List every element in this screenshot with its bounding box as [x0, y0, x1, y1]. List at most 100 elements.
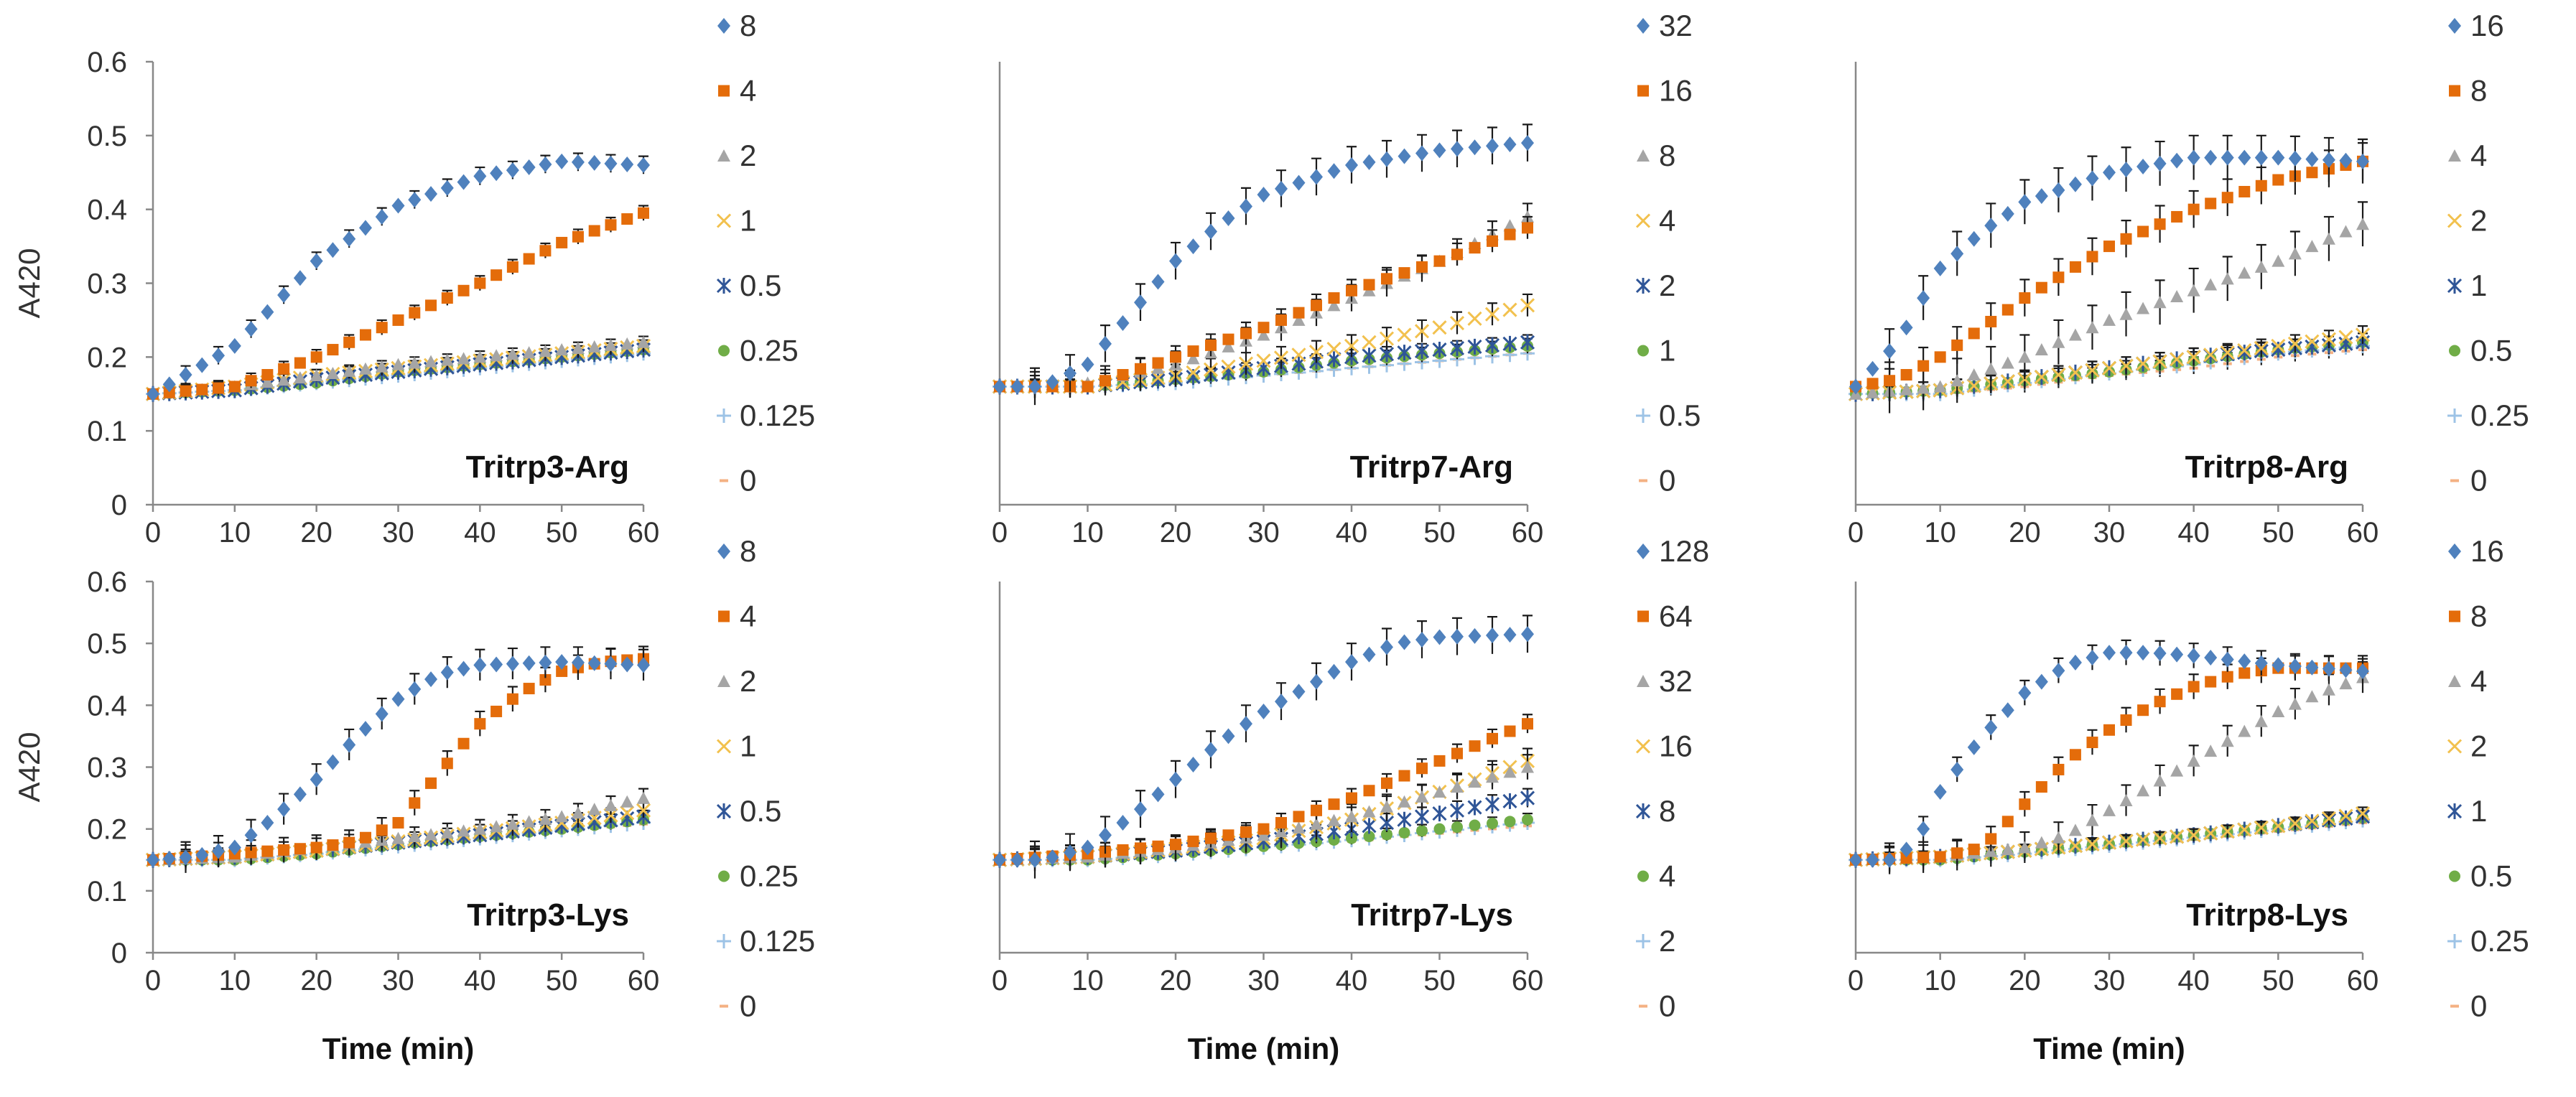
data-point	[1433, 785, 1446, 798]
data-point	[2052, 271, 2065, 284]
data-point	[1951, 339, 1963, 351]
legend-item: 8	[2449, 74, 2487, 108]
data-point	[1328, 834, 1340, 846]
data-point	[375, 360, 389, 373]
y-tick-label: 0.2	[87, 814, 127, 846]
data-point	[2187, 681, 2200, 693]
plot-area	[992, 123, 1535, 406]
data-point	[310, 369, 323, 382]
data-point	[1117, 844, 1129, 856]
legend-marker	[2447, 213, 2463, 228]
data-point	[2086, 649, 2099, 666]
data-point	[555, 654, 569, 671]
data-point	[2000, 374, 2015, 389]
data-point	[1866, 851, 1879, 868]
data-point	[1398, 795, 1411, 808]
data-point	[2018, 194, 2032, 210]
data-point	[1362, 335, 1377, 350]
data-point	[1328, 292, 1340, 304]
data-point	[2238, 667, 2251, 679]
data-point	[2271, 818, 2286, 834]
legend-item: 2	[1635, 269, 1675, 302]
legend-marker	[717, 675, 730, 687]
data-point	[1397, 327, 1412, 342]
data-point	[2203, 826, 2218, 841]
y-tick-label: 0.6	[87, 47, 127, 78]
x-tick-label: 0	[1848, 965, 1864, 996]
data-point	[2339, 225, 2353, 238]
y-tick-label: 0.1	[87, 876, 127, 907]
data-point	[2137, 704, 2149, 716]
data-point	[1398, 826, 1410, 839]
data-point	[261, 815, 274, 831]
x-tick-label: 0	[992, 965, 1008, 996]
data-point	[1484, 307, 1500, 322]
data-point	[2305, 240, 2319, 253]
data-point	[637, 157, 650, 173]
data-point	[293, 270, 307, 286]
legend-item: 0.5	[1636, 398, 1701, 432]
data-point	[620, 795, 634, 808]
data-point	[2254, 340, 2269, 356]
x-tick-label: 40	[464, 965, 496, 996]
data-point	[556, 236, 568, 248]
x-tick-label: 20	[2009, 965, 2041, 996]
data-point	[1522, 718, 1533, 730]
data-point	[1433, 142, 1446, 159]
x-tick-label: 50	[2262, 965, 2294, 996]
panel-title: Tritrp3-Lys	[467, 897, 629, 933]
legend-label: 0	[1659, 989, 1675, 1023]
data-point	[179, 367, 192, 383]
data-point	[1398, 148, 1411, 164]
data-point	[587, 154, 601, 171]
data-point	[2101, 360, 2117, 375]
legend-label: 4	[1659, 204, 1675, 238]
legend-item: 0	[720, 464, 756, 498]
data-point	[1240, 826, 1252, 838]
legend-item: 0.125	[717, 398, 815, 432]
series-4	[147, 205, 649, 400]
data-point	[1380, 639, 1393, 655]
data-point	[2338, 330, 2353, 345]
data-point	[409, 797, 421, 809]
panel-title: Tritrp7-Arg	[1350, 449, 1513, 485]
data-point	[2170, 646, 2184, 663]
data-point	[604, 338, 618, 351]
data-point	[1257, 328, 1270, 341]
y-tick-label: 0.6	[87, 566, 127, 598]
data-point	[587, 803, 601, 816]
data-point	[2322, 232, 2335, 245]
data-point	[1222, 210, 1235, 227]
legend-label: 0.25	[740, 334, 799, 368]
data-point	[636, 803, 651, 818]
data-point	[1362, 818, 1377, 834]
data-point	[1917, 360, 1930, 372]
legend-marker	[2449, 610, 2460, 622]
data-point	[457, 824, 470, 837]
data-point	[490, 165, 503, 182]
data-point	[1522, 813, 1533, 826]
data-point	[1486, 627, 1499, 643]
data-point	[457, 352, 470, 365]
data-point	[1152, 357, 1164, 369]
legend-item: 4	[2448, 139, 2487, 172]
data-point	[2001, 843, 2014, 856]
data-point	[2287, 336, 2302, 351]
data-point	[2119, 307, 2133, 320]
data-point	[1467, 311, 1482, 326]
data-point	[1327, 163, 1341, 179]
data-point	[571, 154, 585, 170]
data-point	[506, 693, 519, 705]
data-point	[2305, 813, 2320, 828]
panel-title: Tritrp7-Lys	[1351, 897, 1513, 933]
data-point	[277, 373, 291, 386]
legend-item: 0.5	[716, 269, 781, 302]
data-point	[2035, 781, 2047, 793]
legend-item: 16	[1635, 729, 1693, 763]
data-point	[392, 314, 404, 326]
y-tick-label: 0.4	[87, 195, 127, 226]
data-point	[1520, 334, 1535, 350]
data-point	[1486, 138, 1499, 154]
legend-item: 0.5	[716, 794, 781, 828]
